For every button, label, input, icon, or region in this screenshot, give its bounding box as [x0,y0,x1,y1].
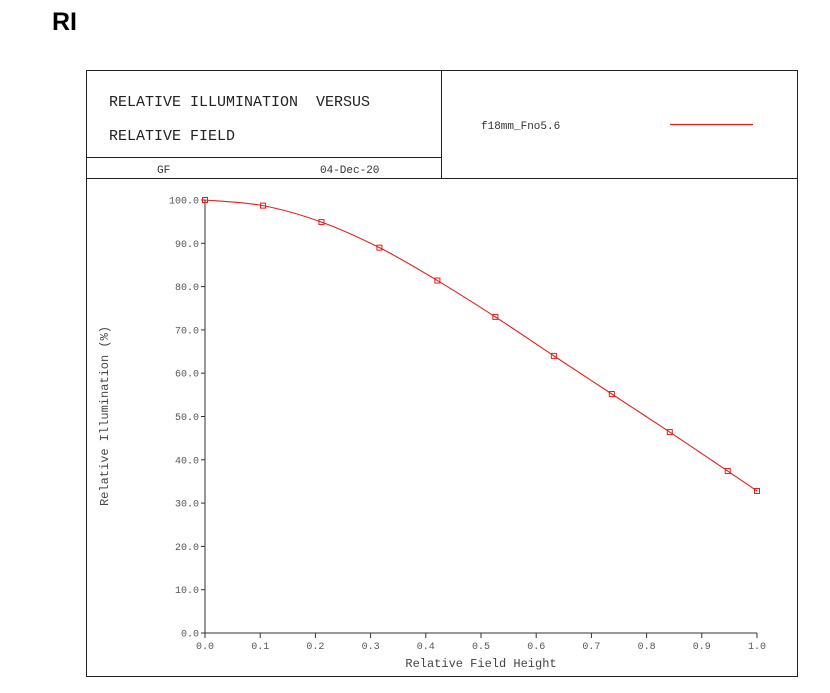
data-point-marker [666,429,673,436]
y-tick-label: 50.0 [175,413,199,424]
chart-title-line2: RELATIVE FIELD [109,128,235,145]
x-tick-label: 0.8 [638,642,656,653]
x-tick-label: 0.1 [251,642,269,653]
y-tick-label: 60.0 [175,370,199,381]
data-point-marker [202,197,208,203]
x-axis-label: Relative Field Height [405,657,556,671]
data-point-marker [550,352,557,359]
x-tick-label: 0.5 [472,642,490,653]
data-point-marker [754,487,760,494]
y-tick-label: 80.0 [175,283,199,294]
y-tick-label: 100.0 [169,197,199,208]
x-tick-label: 1.0 [748,642,766,653]
data-point-marker [608,390,615,397]
x-tick-label: 0.7 [582,642,600,653]
data-point-marker [318,219,325,226]
date-label: 04-Dec-20 [320,165,379,177]
data-point-marker [376,244,383,251]
y-tick-label: 30.0 [175,500,199,511]
series-line [204,199,758,492]
chart-title-line1: RELATIVE ILLUMINATION VERSUS [109,94,370,111]
y-axis-label: Relative Illumination (%) [98,326,112,506]
y-tick-label: 90.0 [175,240,199,251]
legend-label: f18mm_Fno5.6 [481,121,560,133]
x-tick-label: 0.9 [693,642,711,653]
x-tick-label: 0.0 [196,642,214,653]
data-point-marker [259,202,266,209]
data-point-marker [434,277,441,284]
x-tick-label: 0.4 [417,642,435,653]
x-tick-label: 0.6 [527,642,545,653]
data-point-marker [492,313,499,320]
x-tick-label: 0.2 [306,642,324,653]
y-tick-label: 0.0 [181,630,199,641]
author-label: GF [157,165,170,177]
y-tick-label: 70.0 [175,326,199,337]
page-title: RI [52,8,77,36]
y-tick-label: 40.0 [175,456,199,467]
data-point-marker [724,468,731,475]
y-tick-label: 20.0 [175,543,199,554]
x-tick-label: 0.3 [362,642,380,653]
y-tick-label: 10.0 [175,586,199,597]
